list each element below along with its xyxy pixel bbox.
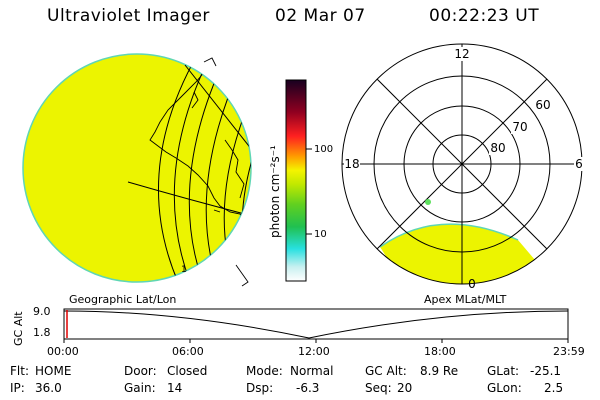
geographic-map: 1 — [22, 53, 252, 287]
polar-panel-label: Apex MLat/MLT — [424, 293, 507, 306]
latitude-contour — [158, 54, 201, 282]
coastline — [203, 57, 217, 67]
glon-label: GLon: — [487, 381, 522, 395]
ip-value: 36.0 — [35, 381, 62, 395]
mlt-0-label: 0 — [468, 277, 476, 291]
dsp-label: Dsp: — [246, 381, 274, 395]
emission-disk — [22, 53, 252, 283]
flt-value: HOME — [35, 364, 72, 378]
latitude-contour — [188, 57, 226, 281]
instrument-title: Ultraviolet Imager — [47, 6, 210, 26]
latitude-contour — [173, 54, 213, 282]
mlat-60-label: 60 — [535, 98, 550, 112]
dsp-value: -6.3 — [296, 381, 320, 395]
label-bg — [574, 157, 584, 171]
gcalt-value: 8.9 Re — [420, 364, 459, 378]
timeline-y-title: GC Alt — [12, 311, 25, 346]
colorbar-unit-label: photon cm⁻²s⁻¹ — [268, 145, 282, 238]
coastline — [235, 264, 249, 287]
seq-label: Seq: — [365, 381, 392, 395]
gain-label: Gain: — [124, 381, 156, 395]
x-tick-label-0000: 00:00 — [47, 345, 79, 358]
contour-label: 1 — [181, 265, 187, 275]
seq-value: 20 — [397, 381, 413, 395]
coastline — [213, 209, 221, 213]
glat-value: -25.1 — [530, 364, 562, 378]
ip-label: IP: — [10, 381, 25, 395]
label-bg — [534, 98, 552, 112]
door-label: Door: — [124, 364, 157, 378]
color-bar: 100 10 photon cm⁻²s⁻¹ — [268, 79, 333, 282]
colorbar-tick-10: 10 — [314, 229, 327, 240]
mlt-12-label: 12 — [454, 47, 469, 61]
altitude-timeline: GC Alt — [12, 308, 569, 346]
x-tick-label-1200: 12:00 — [298, 345, 330, 358]
time-label: 00:22:23 UT — [429, 6, 540, 26]
mlat-70-label: 70 — [512, 120, 527, 134]
x-tick-label-0600: 06:00 — [172, 345, 204, 358]
label-bg — [455, 47, 469, 61]
spacecraft-footpoint-dot — [425, 199, 431, 205]
mlt-6-label: 6 — [575, 157, 583, 171]
gcalt-label: GC Alt: — [365, 364, 407, 378]
gain-value: 14 — [167, 381, 183, 395]
emission-boundary — [379, 223, 519, 248]
mlt-18-label: 18 — [344, 157, 359, 171]
mode-value: Normal — [290, 364, 334, 378]
x-tick-label-1800: 18:00 — [424, 345, 456, 358]
colorbar-tick-100: 100 — [314, 144, 333, 155]
geo-panel-label: Geographic Lat/Lon — [69, 293, 177, 306]
label-bg — [511, 120, 529, 134]
longitude-line — [184, 64, 251, 151]
coastline — [191, 91, 199, 109]
timeline-y-min: 1.8 — [33, 326, 51, 339]
label-bg — [489, 141, 507, 155]
x-tick-label-2359: 23:59 — [553, 345, 585, 358]
door-value: Closed — [167, 364, 208, 378]
coastline — [224, 139, 245, 199]
mlat-80-label: 80 — [490, 141, 505, 155]
mlt-meridian — [376, 78, 548, 250]
glat-label: GLat: — [487, 364, 520, 378]
glon-value: 2.5 — [544, 381, 564, 395]
date-label: 02 Mar 07 — [275, 6, 366, 26]
mode-label: Mode: — [246, 364, 283, 378]
label-bg — [344, 157, 360, 171]
flt-label: Flt: — [10, 364, 29, 378]
altitude-curve — [63, 310, 569, 339]
polar-map: 12 18 6 0 60 70 80 — [341, 43, 584, 291]
timeline-y-max: 9.0 — [33, 305, 51, 318]
color-bar-gradient — [285, 79, 307, 282]
